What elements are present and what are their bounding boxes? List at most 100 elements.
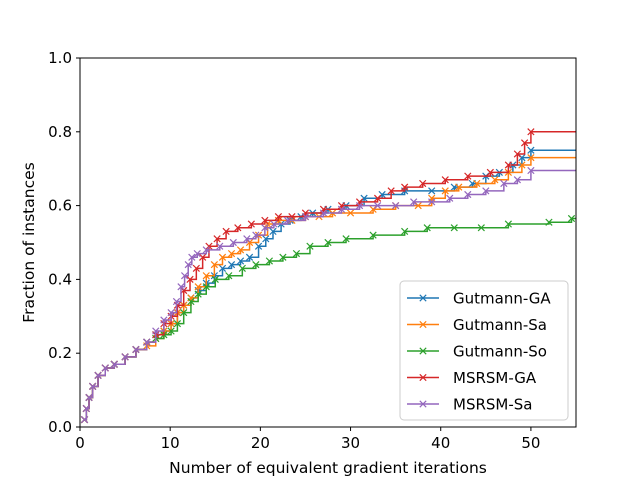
data-point-msrsm-sa [283,216,292,224]
data-point-msrsm-sa [337,205,346,213]
legend-item-msrsm-sa: MSRSM-Sa [407,396,532,414]
data-point-gutmann-sa [455,183,463,191]
data-point-gutmann-sa [491,176,499,184]
y-axis-label: Fraction of instances [20,162,38,322]
data-point-gutmann-so [477,224,485,232]
data-point-msrsm-sa [482,187,490,195]
data-point-msrsm-ga [504,161,512,169]
data-point-msrsm-sa [89,382,97,391]
legend-item-msrsm-ga: MSRSM-GA [407,369,537,387]
data-point-msrsm-sa [160,316,168,324]
data-point-msrsm-sa [82,404,90,413]
data-point-msrsm-sa [229,238,237,247]
data-point-msrsm-sa [80,415,89,424]
data-point-msrsm-sa [527,166,535,175]
series-msrsm-sa [80,166,576,424]
data-point-gutmann-so [211,275,219,284]
data-point-msrsm-ga [222,227,230,236]
data-point-gutmann-ga [428,187,436,195]
data-point-msrsm-sa [202,246,210,254]
legend-label: Gutmann-GA [453,290,551,308]
data-point-msrsm-sa [121,353,129,361]
data-point-msrsm-ga [247,220,255,228]
data-point-gutmann-so [324,238,332,247]
data-point-msrsm-ga [274,213,283,221]
data-point-msrsm-sa [184,261,192,269]
data-point-msrsm-sa [392,201,400,210]
x-axis-label: Number of equivalent gradient iterations [169,459,487,477]
data-point-msrsm-ga [441,176,449,184]
data-point-gutmann-so [292,249,301,258]
data-point-msrsm-ga [234,224,242,232]
data-point-msrsm-ga [186,275,194,284]
data-point-gutmann-so [202,283,210,291]
legend-marker [419,347,427,355]
data-point-gutmann-ga [262,235,270,243]
y-tick-label: 0.8 [48,123,72,141]
data-point-msrsm-ga [419,179,427,188]
legend-label: Gutmann-So [453,343,547,361]
series-layer [80,128,576,424]
data-point-msrsm-ga [387,187,395,195]
data-point-gutmann-so [423,224,431,232]
data-point-msrsm-sa [243,235,251,243]
data-point-msrsm-ga [527,128,535,136]
data-point-msrsm-sa [355,201,364,210]
data-point-msrsm-sa [172,297,181,306]
data-point-msrsm-sa [132,345,140,354]
data-point-gutmann-ga [227,261,236,269]
data-point-msrsm-sa [410,198,418,206]
data-point-msrsm-sa [270,220,278,228]
data-point-gutmann-sa [441,187,449,195]
data-point-msrsm-sa [94,371,102,379]
data-point-gutmann-sa [518,161,526,169]
y-tick-label: 0.4 [48,270,72,288]
x-tick-label: 0 [75,434,85,452]
data-point-msrsm-ga [199,253,207,261]
data-point-msrsm-ga [261,216,269,224]
data-point-msrsm-ga [213,235,221,243]
data-point-msrsm-sa [216,242,224,250]
data-point-msrsm-sa [446,194,454,202]
data-point-msrsm-sa [373,201,382,210]
data-point-gutmann-sa [236,246,245,254]
data-point-gutmann-so [187,297,195,306]
data-point-gutmann-sa [473,179,481,188]
data-point-gutmann-ga [236,257,245,265]
data-point-gutmann-so [194,290,202,298]
y-tick-label: 0.6 [48,197,72,215]
legend: Gutmann-GA Gutmann-Sa Gutmann-So MSRSM-GA MS… [399,280,569,421]
data-point-gutmann-so [252,261,260,269]
x-tick-label: 40 [431,434,450,452]
data-point-msrsm-sa [301,213,310,221]
legend-marker [419,400,427,408]
data-point-msrsm-sa [464,190,472,199]
legend-label: Gutmann-Sa [453,316,547,334]
axes-frame [79,57,577,428]
data-point-gutmann-so [306,242,314,250]
legend-marker [419,373,427,382]
data-point-gutmann-so [342,235,350,243]
data-point-msrsm-sa [101,364,109,372]
data-point-gutmann-sa [218,253,227,261]
legend-item-gutmann-sa: Gutmann-Sa [407,316,547,334]
data-point-msrsm-sa [177,283,185,291]
data-point-gutmann-so [545,218,553,226]
x-axis-ticks: 0 10 20 30 40 50 [75,427,540,452]
x-tick-label: 20 [251,434,270,452]
data-point-msrsm-sa [180,272,189,280]
data-point-gutmann-so [265,257,274,265]
data-point-gutmann-so [401,227,409,236]
data-point-msrsm-sa [252,231,260,239]
data-point-gutmann-so [180,308,188,317]
data-point-gutmann-so [173,320,182,328]
data-point-msrsm-sa [261,224,269,232]
data-point-msrsm-sa [110,360,118,368]
data-point-gutmann-ga [245,253,254,261]
legend-label: MSRSM-GA [453,369,537,387]
data-point-msrsm-sa [428,198,436,206]
data-point-msrsm-ga [520,139,529,147]
data-point-msrsm-sa [152,327,160,335]
data-point-msrsm-ga [513,150,522,158]
data-point-gutmann-sa [210,261,218,269]
